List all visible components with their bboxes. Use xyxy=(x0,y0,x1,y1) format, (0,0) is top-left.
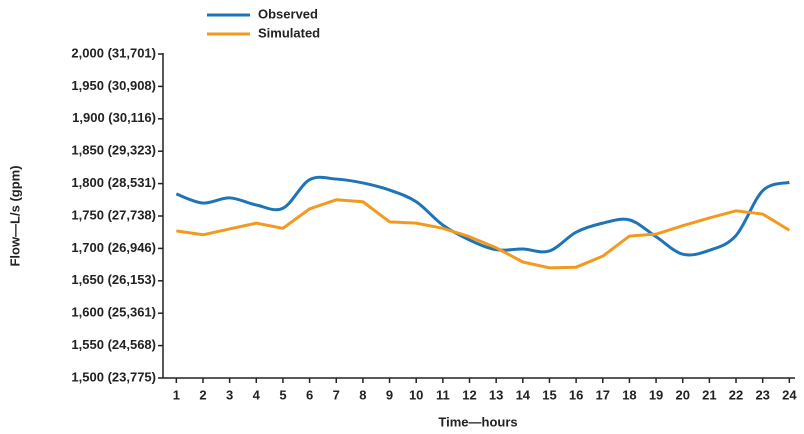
x-tick-label: 6 xyxy=(306,387,313,402)
x-axis-label: Time—hours xyxy=(438,414,517,429)
x-tick-label: 20 xyxy=(675,387,689,402)
x-tick-label: 22 xyxy=(729,387,743,402)
y-tick-label: 1,650 (26,153) xyxy=(71,272,156,287)
x-tick-label: 1 xyxy=(173,387,180,402)
x-tick-label: 14 xyxy=(516,387,531,402)
x-tick-label: 16 xyxy=(569,387,583,402)
x-tick-label: 15 xyxy=(542,387,556,402)
x-tick-label: 19 xyxy=(649,387,663,402)
y-tick-label: 1,850 (29,323) xyxy=(71,143,156,158)
x-tick-label: 2 xyxy=(199,387,206,402)
x-tick-label: 10 xyxy=(409,387,423,402)
legend-label: Observed xyxy=(258,6,318,21)
x-tick-label: 3 xyxy=(226,387,233,402)
y-tick-label: 1,900 (30,116) xyxy=(72,110,156,125)
y-tick-label: 1,950 (30,908) xyxy=(71,78,156,93)
x-tick-label: 12 xyxy=(462,387,476,402)
x-tick-label: 5 xyxy=(279,387,286,402)
y-tick-label: 1,750 (27,738) xyxy=(71,207,156,222)
line-series xyxy=(176,198,791,270)
legend-label: Simulated xyxy=(258,25,320,40)
x-tick-label: 11 xyxy=(436,387,450,402)
x-tick-label: 4 xyxy=(253,387,261,402)
x-tick-label: 17 xyxy=(596,387,610,402)
x-tick-label: 24 xyxy=(782,387,797,402)
y-tick-label: 2,000 (31,701) xyxy=(71,45,156,60)
line-series xyxy=(175,175,790,257)
x-tick-label: 23 xyxy=(755,387,769,402)
x-tick-label: 7 xyxy=(333,387,340,402)
y-tick-label: 1,550 (24,568) xyxy=(71,337,156,352)
x-tick-label: 18 xyxy=(622,387,636,402)
y-tick-label: 1,600 (25,361) xyxy=(71,305,156,320)
x-tick-label: 9 xyxy=(386,387,393,402)
y-tick-label: 1,800 (28,531) xyxy=(71,175,156,190)
x-tick-label: 13 xyxy=(489,387,503,402)
y-axis-label: Flow—L/s (gpm) xyxy=(7,165,22,266)
y-tick-label: 1,500 (23,775) xyxy=(71,369,156,384)
y-tick-label: 1,700 (26,946) xyxy=(71,240,156,255)
x-tick-label: 21 xyxy=(702,387,716,402)
x-tick-label: 8 xyxy=(359,387,366,402)
